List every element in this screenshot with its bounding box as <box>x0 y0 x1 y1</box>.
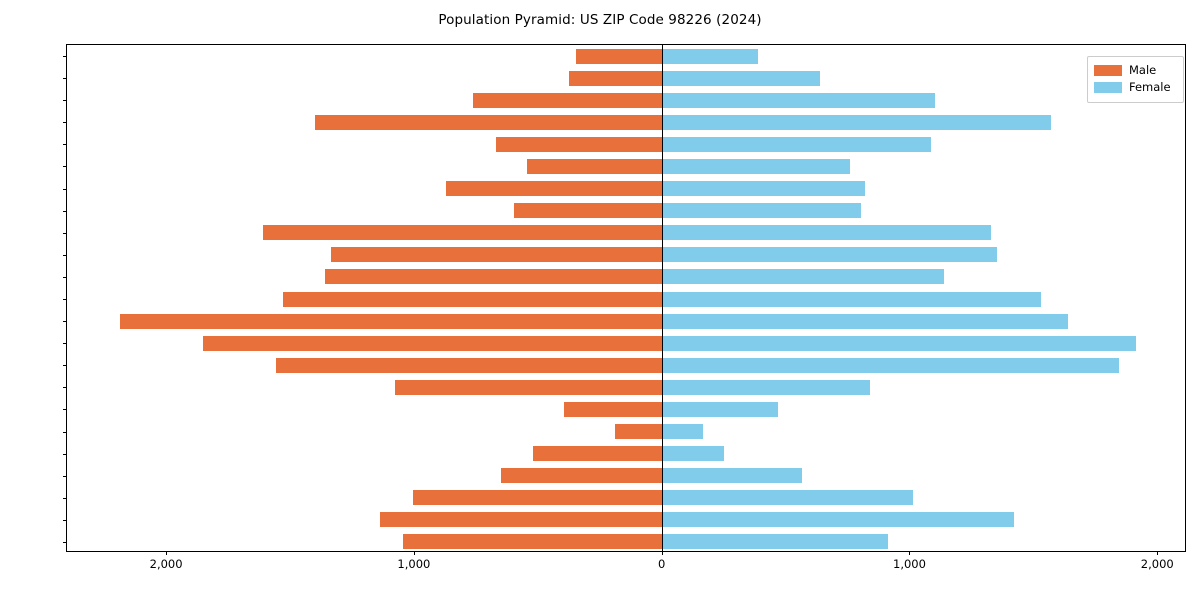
bar-male-50-54 <box>330 247 662 263</box>
bar-male-40-44 <box>282 291 662 307</box>
y-tick-mark <box>63 254 67 256</box>
x-tick-mark <box>413 551 415 555</box>
bar-female-18-19 <box>661 446 724 462</box>
y-tick-mark <box>63 387 67 389</box>
y-tick-mark <box>63 166 67 168</box>
x-axis-label-0: 2,000 <box>149 557 183 571</box>
bar-female-10-14 <box>661 490 914 506</box>
bar-female-22-24 <box>661 379 870 395</box>
bar-male-21 <box>563 401 662 417</box>
bar-female-15-17 <box>661 468 802 484</box>
y-tick-mark <box>63 78 67 80</box>
y-tick-mark <box>63 497 67 499</box>
zero-axis-line <box>661 45 663 551</box>
legend-item-female[interactable]: Female <box>1094 79 1177 96</box>
bar-male-22-24 <box>395 379 662 395</box>
y-tick-mark <box>63 409 67 411</box>
bar-male-10-14 <box>412 490 662 506</box>
bar-female-75-79 <box>661 92 936 108</box>
bar-female-40-44 <box>661 291 1041 307</box>
bar-female-45-49 <box>661 269 945 285</box>
y-tick-mark <box>63 541 67 543</box>
y-tick-mark <box>63 519 67 521</box>
bar-male-25-29 <box>276 357 662 373</box>
x-axis-label-2: 0 <box>658 557 666 571</box>
bar-female-70-74 <box>661 114 1051 130</box>
bar-male-under-5 <box>402 534 662 550</box>
bar-male-65-66 <box>526 158 662 174</box>
bar-male-35-39 <box>120 313 662 329</box>
legend-label-female: Female <box>1129 79 1171 94</box>
bar-male-85- <box>576 48 662 64</box>
chart-legend: Male Female <box>1087 56 1184 103</box>
bar-male-67-69 <box>495 136 662 152</box>
x-axis-label-1: 1,000 <box>397 557 431 571</box>
legend-label-male: Male <box>1129 62 1157 77</box>
y-tick-mark <box>63 188 67 190</box>
bar-male-30-34 <box>203 335 662 351</box>
bar-female-85- <box>661 48 759 64</box>
bar-female-25-29 <box>661 357 1119 373</box>
bar-female-21 <box>661 401 779 417</box>
y-tick-mark <box>63 122 67 124</box>
bar-male-80-84 <box>568 70 662 86</box>
bar-female-60-61 <box>661 203 862 219</box>
y-tick-mark <box>63 365 67 367</box>
bar-male-60-61 <box>514 203 662 219</box>
bar-male-5-9 <box>380 512 662 528</box>
y-tick-mark <box>63 299 67 300</box>
bar-female-55-59 <box>661 225 992 241</box>
bar-male-45-49 <box>324 269 662 285</box>
bar-female-30-34 <box>661 335 1137 351</box>
x-axis-label-4: 2,000 <box>1140 557 1174 571</box>
legend-swatch-female-icon <box>1094 82 1122 93</box>
legend-swatch-male-icon <box>1094 65 1122 76</box>
bar-male-62-64 <box>446 181 662 197</box>
chart-title: Population Pyramid: US ZIP Code 98226 (2… <box>438 12 762 28</box>
bar-female-35-39 <box>661 313 1069 329</box>
y-tick-mark <box>63 144 67 146</box>
legend-item-male[interactable]: Male <box>1094 62 1177 79</box>
x-axis-label-3: 1,000 <box>893 557 926 571</box>
bars-layer <box>67 45 1185 551</box>
bar-female-20 <box>661 424 703 440</box>
bar-female-80-84 <box>661 70 821 86</box>
y-tick-mark <box>63 453 67 455</box>
plot-area: 85+80-8475-7970-7467-6965-6662-6460-6155… <box>63 44 1186 571</box>
bar-male-15-17 <box>500 468 662 484</box>
y-tick-mark <box>63 232 67 234</box>
x-tick-mark <box>661 551 663 555</box>
bar-male-75-79 <box>473 92 662 108</box>
bar-male-20 <box>614 424 662 440</box>
y-tick-mark <box>63 276 67 278</box>
bar-female-under-5 <box>661 534 889 550</box>
bar-male-18-19 <box>532 446 662 462</box>
y-tick-mark <box>63 56 67 58</box>
y-tick-mark <box>63 343 67 345</box>
y-tick-mark <box>63 321 67 323</box>
y-tick-mark <box>63 475 67 477</box>
x-tick-mark <box>1157 551 1159 555</box>
bar-female-62-64 <box>661 181 865 197</box>
bar-male-55-59 <box>262 225 662 241</box>
y-tick-mark <box>63 431 67 433</box>
x-tick-mark <box>909 551 911 555</box>
bar-male-70-74 <box>314 114 662 130</box>
bar-female-65-66 <box>661 158 850 174</box>
x-tick-mark <box>166 551 168 555</box>
y-tick-mark <box>63 100 67 102</box>
bar-female-67-69 <box>661 136 931 152</box>
bar-female-50-54 <box>661 247 998 263</box>
bar-female-5-9 <box>661 512 1014 528</box>
y-tick-mark <box>63 210 67 212</box>
